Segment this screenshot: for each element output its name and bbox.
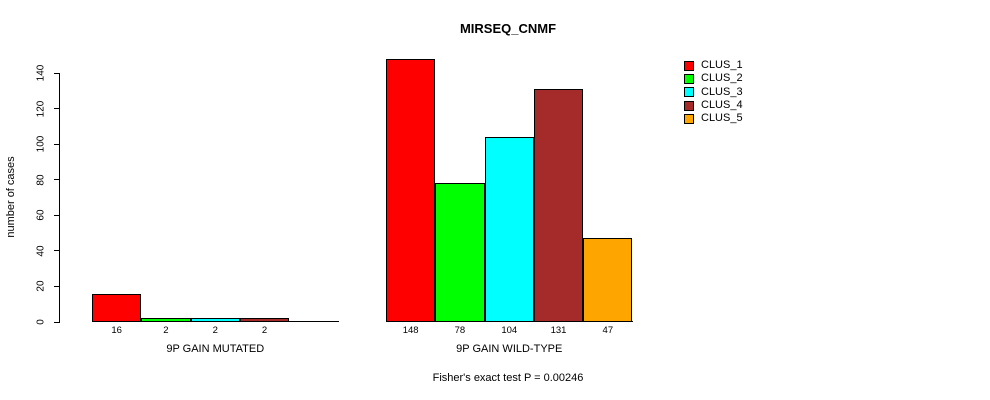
bar-clus_1-group1 [386, 58, 436, 322]
y-axis-label: number of cases [5, 156, 17, 238]
y-tick-label: 120 [35, 100, 47, 117]
legend-label: CLUS_4 [701, 99, 743, 112]
y-tick-mark [54, 179, 59, 181]
bar-value-label: 2 [212, 325, 218, 336]
legend-swatch [684, 113, 694, 124]
legend-item: CLUS_1 [684, 59, 743, 72]
y-tick-label: 80 [35, 174, 47, 186]
bar-value-label: 2 [163, 325, 169, 336]
y-tick-mark [54, 143, 59, 145]
bar-clus_3-group1 [484, 137, 534, 322]
legend: CLUS_1 CLUS_2 CLUS_3 CLUS_4 CLUS_5 [684, 59, 743, 125]
bar-value-label: 2 [261, 325, 268, 336]
legend-item: CLUS_2 [684, 72, 743, 85]
bar-value-label: 131 [550, 325, 567, 336]
legend-swatch [684, 100, 694, 111]
y-tick-mark [54, 285, 59, 287]
y-tick-label: 140 [35, 64, 47, 82]
legend-swatch [684, 60, 694, 71]
fisher-test-annotation: Fisher's exact test P = 0.00246 [432, 372, 584, 384]
bar-clus_4-group0 [239, 318, 290, 322]
bar-value-label: 148 [402, 325, 419, 336]
y-tick-label: 40 [35, 245, 47, 257]
y-tick-mark [54, 72, 59, 74]
bar-value-label: 104 [501, 325, 518, 336]
y-tick-mark [54, 214, 59, 216]
y-tick-label: 20 [35, 280, 47, 292]
legend-item: CLUS_5 [684, 112, 743, 125]
y-tick-mark [54, 108, 59, 110]
legend-item: CLUS_3 [684, 86, 743, 99]
bar-value-label: 16 [111, 325, 122, 336]
bar-clus_2-group0 [141, 318, 191, 322]
x-group-label-mutated: 9P GAIN MUTATED [166, 343, 265, 355]
bar-clus_5-group1 [583, 238, 633, 322]
bar-clus_2-group1 [435, 183, 485, 322]
legend-label: CLUS_5 [701, 112, 743, 125]
y-tick-label: 100 [35, 135, 47, 153]
y-tick-mark [54, 250, 59, 252]
legend-label: CLUS_3 [701, 85, 743, 98]
bar-clus_1-group0 [92, 293, 142, 322]
bar-value-label: 78 [454, 325, 466, 336]
chart-title: MIRSEQ_CNMF [459, 21, 557, 36]
y-tick-label: 0 [35, 319, 47, 325]
legend-item: CLUS_4 [684, 99, 743, 112]
legend-swatch [684, 87, 694, 98]
bar-clus_3-group0 [190, 318, 240, 322]
y-tick-mark [54, 321, 59, 323]
y-tick-label: 60 [35, 209, 47, 221]
legend-label: CLUS_2 [701, 72, 743, 85]
legend-label: CLUS_1 [701, 59, 743, 72]
bar-clus_4-group1 [533, 89, 584, 322]
bar-value-label: 47 [602, 325, 614, 336]
y-axis-line [59, 73, 60, 323]
x-group-label-wildtype: 9P GAIN WILD-TYPE [456, 343, 563, 355]
legend-swatch [684, 73, 694, 84]
